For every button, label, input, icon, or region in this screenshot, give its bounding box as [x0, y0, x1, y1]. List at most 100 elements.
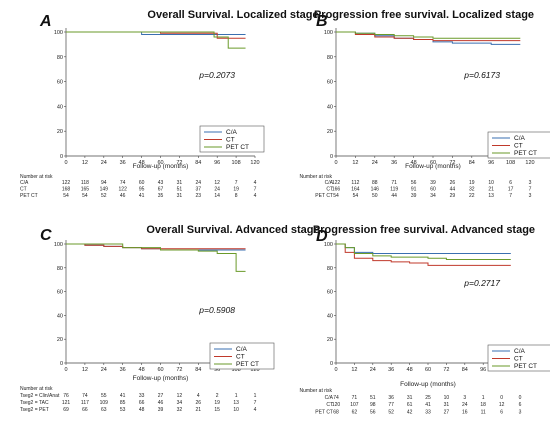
- panel-d-xtick-label: 72: [443, 367, 449, 373]
- panel-b-risk-value: 17: [508, 187, 514, 193]
- panel-b-risk-value: 32: [469, 187, 475, 193]
- panel-b-risk-value: 7: [529, 187, 532, 193]
- panel-d-ytick-label: 60: [327, 290, 333, 296]
- panel-b-risk-value: 39: [430, 180, 436, 186]
- panel-c-risk-value: 19: [214, 400, 220, 406]
- panel-a-risk-value: 122: [119, 187, 128, 193]
- panel-d-xtick-label: 60: [425, 367, 431, 373]
- panel-c-risk-value: 4: [197, 393, 200, 399]
- panel-c-xtick-label: 48: [139, 367, 145, 373]
- panel-c-risk-row-label: Tseg2 = PET: [20, 407, 49, 413]
- panel-b-risk-value: 22: [469, 193, 475, 199]
- panel-c-ytick-label: 20: [57, 337, 63, 343]
- panel-c-risk-value: 7: [254, 400, 257, 406]
- panel-b-risk-value: 60: [430, 187, 436, 193]
- panel-c-risk-value: 55: [101, 393, 107, 399]
- panel-a-risk-value: 31: [177, 193, 183, 199]
- panel-c-risk-value: 15: [214, 407, 220, 413]
- panel-c-risk-value: 74: [82, 393, 88, 399]
- panel-d-risk-value: 61: [407, 402, 413, 408]
- panel-d-risk-value: 41: [425, 402, 431, 408]
- panel-a-risk-row-label: C/A: [20, 180, 29, 186]
- panel-d-risk-value: 11: [481, 409, 486, 415]
- panel-c-ytick-label: 60: [57, 290, 63, 296]
- panel-d-risk-value: 6: [500, 409, 503, 415]
- panel-a-risk-value: 31: [177, 180, 183, 186]
- panel-a-series-pet-ct: [66, 31, 246, 49]
- panel-c-risk-value: 48: [139, 407, 145, 413]
- panel-d-risk-value: 77: [388, 402, 394, 408]
- panel-a-x-axis-label: Follow-up (months): [133, 163, 189, 170]
- panel-d-risk-value: 42: [407, 409, 413, 415]
- panel-c-risk-value: 76: [63, 393, 69, 399]
- panel-c-risk-value: 13: [233, 400, 239, 406]
- panel-b-letter: B: [316, 13, 328, 30]
- panel-b-xtick-label: 24: [372, 160, 378, 166]
- panel-c-risk-value: 121: [62, 400, 71, 406]
- panel-c-ytick-label: 80: [57, 266, 63, 272]
- panel-c-risk-value: 39: [158, 407, 164, 413]
- panel-d-xtick-label: 48: [407, 367, 413, 373]
- panel-d-risk-row-label: CT: [326, 402, 333, 408]
- panel-c-xtick-label: 84: [195, 367, 201, 373]
- panel-b-risk-value: 6: [509, 180, 512, 186]
- panel-a-pvalue: p=0.2073: [198, 70, 235, 80]
- panel-c-risk-value: 53: [120, 407, 126, 413]
- panel-d-risk-value: 16: [462, 409, 468, 415]
- panel-c-xtick-label: 108: [232, 367, 241, 373]
- panel-d-risk-value: 120: [332, 402, 341, 408]
- panel-b-ytick-label: 60: [327, 80, 333, 86]
- panel-d-xtick-label: 24: [370, 367, 376, 373]
- panel-c-risk-value: 66: [139, 400, 145, 406]
- panel-b-xtick-label: 60: [430, 160, 436, 166]
- panel-b-risk-value: 29: [450, 193, 456, 199]
- panel-d-risk-value: 24: [462, 402, 468, 408]
- panel-c-series-pet-ct: [66, 243, 246, 272]
- panel-d-ytick-label: 20: [327, 337, 333, 343]
- panel-a-ytick-label: 0: [60, 154, 63, 160]
- panel-d-ytick-label: 0: [330, 361, 333, 367]
- panel-c-title: Overall Survival. Advanced stage: [146, 224, 319, 236]
- panel-d-risk-row-label: C/A: [325, 395, 334, 401]
- panel-a-risk-value: 60: [139, 180, 145, 186]
- panel-d-risk-value: 107: [350, 402, 359, 408]
- panel-d-risk-value: 27: [444, 409, 450, 415]
- panel-b-risk-header: Number at risk: [299, 174, 332, 180]
- panel-a-legend-label-ct: CT: [226, 137, 235, 144]
- panel-a-risk-value: 54: [63, 193, 69, 199]
- panel-a-xtick-label: 72: [176, 160, 182, 166]
- panel-c-risk-value: 117: [81, 400, 89, 406]
- panel-a-xtick-label: 84: [195, 160, 201, 166]
- panel-a-ytick-label: 60: [57, 80, 63, 86]
- panel-b-risk-value: 54: [333, 193, 339, 199]
- panel-a-xtick-label: 36: [120, 160, 126, 166]
- panel-a-risk-value: 52: [101, 193, 107, 199]
- panel-d-pvalue: p=0.2717: [463, 278, 500, 288]
- panel-d-risk-value: 0: [500, 395, 503, 401]
- panel-d-risk-value: 51: [370, 395, 376, 401]
- panel-a-xtick-label: 120: [250, 160, 259, 166]
- panel-b-ytick-label: 80: [327, 55, 333, 61]
- panel-a-risk-value: 24: [214, 187, 220, 193]
- panel-c-risk-value: 33: [139, 393, 145, 399]
- panel-d-xtick-label: 12: [351, 367, 357, 373]
- panel-c-risk-value: 34: [177, 400, 183, 406]
- panel-c-risk-value: 21: [196, 407, 202, 413]
- panel-d-ytick-label: 100: [324, 242, 333, 248]
- panel-b-risk-value: 7: [509, 193, 512, 199]
- panel-d-risk-value: 31: [407, 395, 413, 401]
- panel-c-ytick-label: 100: [54, 242, 63, 248]
- panel-d-legend-label-pet-ct: PET CT: [514, 363, 537, 370]
- panel-b-legend-label-c-a: C/A: [514, 135, 526, 142]
- panel-b-risk-value: 19: [469, 180, 475, 186]
- panel-b-xtick-label: 48: [411, 160, 417, 166]
- panel-b-legend-label-pet-ct: PET CT: [514, 150, 537, 157]
- panel-c-risk-value: 26: [196, 400, 202, 406]
- panel-b-risk-value: 112: [351, 180, 359, 186]
- panel-a-risk-value: 43: [158, 180, 164, 186]
- panel-b-risk-value: 54: [353, 193, 359, 199]
- panel-a-risk-value: 4: [254, 180, 257, 186]
- panel-a-risk-row-label: PET CT: [20, 193, 38, 199]
- panel-a-risk-value: 12: [214, 180, 220, 186]
- panel-b-risk-value: 13: [488, 193, 494, 199]
